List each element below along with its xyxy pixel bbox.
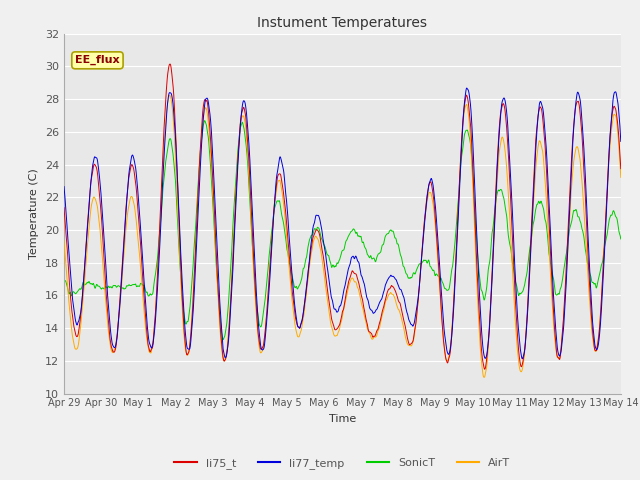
Title: Instument Temperatures: Instument Temperatures [257,16,428,30]
Text: EE_flux: EE_flux [75,55,120,65]
X-axis label: Time: Time [329,414,356,424]
Legend: li75_t, li77_temp, SonicT, AirT: li75_t, li77_temp, SonicT, AirT [170,453,515,473]
Y-axis label: Temperature (C): Temperature (C) [29,168,39,259]
